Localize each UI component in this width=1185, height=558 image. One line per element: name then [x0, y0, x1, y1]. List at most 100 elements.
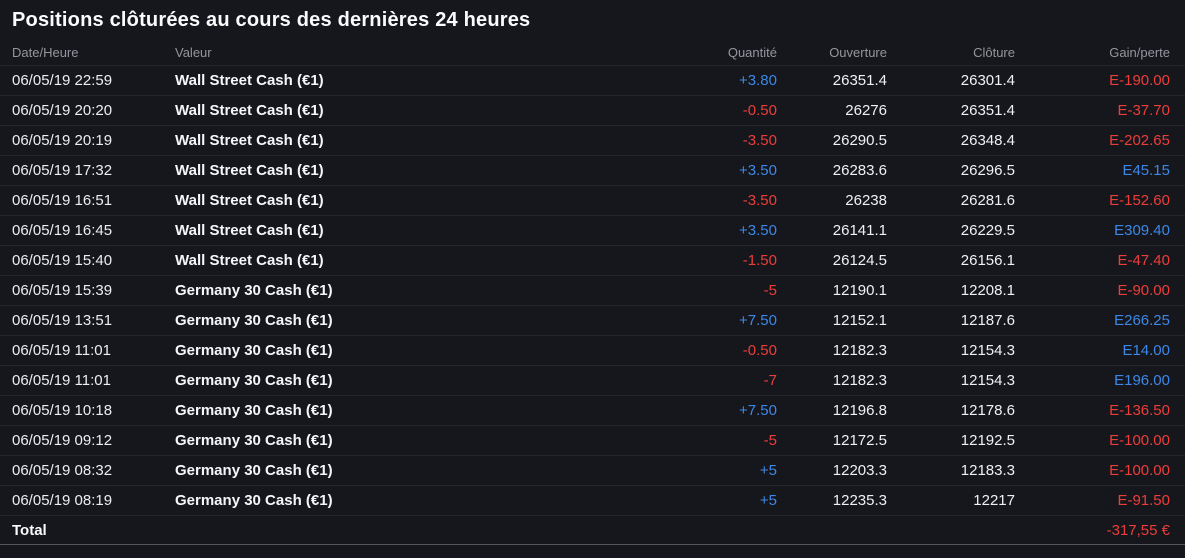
- row-instrument: Germany 30 Cash (€1): [175, 312, 333, 329]
- row-quantity: +7.50: [739, 402, 777, 419]
- total-label: Total: [12, 521, 47, 539]
- row-open-price: 26124.5: [832, 252, 887, 269]
- total-value: -317,55 €: [1106, 521, 1170, 539]
- row-open-price: 12152.1: [832, 312, 887, 329]
- row-quantity: -5: [763, 432, 777, 449]
- row-instrument: Germany 30 Cash (€1): [175, 462, 333, 479]
- row-quantity: -0.50: [742, 102, 777, 119]
- row-gain-loss: E-100.00: [1109, 432, 1170, 449]
- table-row: 06/05/19 22:59 Wall Street Cash (€1) +3.…: [0, 66, 1185, 96]
- row-quantity: -1.50: [742, 252, 777, 269]
- row-quantity: +7.50: [739, 312, 777, 329]
- column-header-cloture: Clôture: [973, 45, 1015, 60]
- row-quantity: +5: [759, 492, 777, 509]
- row-instrument: Wall Street Cash (€1): [175, 132, 324, 149]
- column-header-ouverture: Ouverture: [829, 45, 887, 60]
- row-datetime: 06/05/19 16:45: [12, 222, 113, 239]
- row-instrument: Wall Street Cash (€1): [175, 252, 324, 269]
- row-datetime: 06/05/19 20:19: [12, 132, 113, 149]
- row-instrument: Wall Street Cash (€1): [175, 72, 324, 89]
- row-close-price: 26348.4: [960, 132, 1015, 149]
- row-quantity: +3.80: [739, 72, 777, 89]
- table-row: 06/05/19 11:01 Germany 30 Cash (€1) -0.5…: [0, 336, 1185, 366]
- row-gain-loss: E266.25: [1114, 312, 1170, 329]
- row-gain-loss: E-152.60: [1109, 192, 1170, 209]
- row-close-price: 12154.3: [960, 342, 1015, 359]
- column-header-quantite: Quantité: [727, 45, 777, 60]
- table-row: 06/05/19 20:20 Wall Street Cash (€1) -0.…: [0, 96, 1185, 126]
- table-row: 06/05/19 09:12 Germany 30 Cash (€1) -5 1…: [0, 426, 1185, 456]
- row-datetime: 06/05/19 08:19: [12, 492, 113, 509]
- row-datetime: 06/05/19 08:32: [12, 462, 113, 479]
- table-row: 06/05/19 16:51 Wall Street Cash (€1) -3.…: [0, 186, 1185, 216]
- row-close-price: 26156.1: [960, 252, 1015, 269]
- table-row: 06/05/19 10:18 Germany 30 Cash (€1) +7.5…: [0, 396, 1185, 426]
- page-title: Positions clôturées au cours des dernièr…: [12, 9, 531, 31]
- row-quantity: -3.50: [742, 192, 777, 209]
- row-datetime: 06/05/19 09:12: [12, 432, 113, 449]
- row-instrument: Wall Street Cash (€1): [175, 222, 324, 239]
- row-instrument: Wall Street Cash (€1): [175, 162, 324, 179]
- row-datetime: 06/05/19 15:40: [12, 252, 113, 269]
- total-row: Total -317,55 €: [0, 516, 1185, 545]
- table-body: 06/05/19 22:59 Wall Street Cash (€1) +3.…: [0, 66, 1185, 516]
- row-open-price: 12196.8: [832, 402, 887, 419]
- row-datetime: 06/05/19 22:59: [12, 72, 113, 89]
- row-open-price: 26238: [845, 192, 887, 209]
- table-row: 06/05/19 15:39 Germany 30 Cash (€1) -5 1…: [0, 276, 1185, 306]
- row-gain-loss: E-47.40: [1117, 252, 1170, 269]
- row-instrument: Germany 30 Cash (€1): [175, 432, 333, 449]
- row-quantity: -5: [763, 282, 777, 299]
- row-gain-loss: E-90.00: [1117, 282, 1170, 299]
- row-instrument: Germany 30 Cash (€1): [175, 492, 333, 509]
- row-open-price: 12203.3: [832, 462, 887, 479]
- row-datetime: 06/05/19 17:32: [12, 162, 113, 179]
- row-instrument: Germany 30 Cash (€1): [175, 282, 333, 299]
- row-close-price: 12183.3: [960, 462, 1015, 479]
- row-gain-loss: E196.00: [1114, 372, 1170, 389]
- row-close-price: 12208.1: [960, 282, 1015, 299]
- row-open-price: 26290.5: [832, 132, 887, 149]
- column-header-gain-perte: Gain/perte: [1109, 45, 1170, 60]
- row-gain-loss: E45.15: [1122, 162, 1170, 179]
- row-open-price: 26351.4: [832, 72, 887, 89]
- table-row: 06/05/19 17:32 Wall Street Cash (€1) +3.…: [0, 156, 1185, 186]
- row-gain-loss: E-136.50: [1109, 402, 1170, 419]
- column-header-valeur: Valeur: [175, 45, 212, 60]
- row-close-price: 12178.6: [960, 402, 1015, 419]
- row-quantity: +3.50: [739, 162, 777, 179]
- row-quantity: -7: [763, 372, 777, 389]
- row-gain-loss: E-100.00: [1109, 462, 1170, 479]
- row-datetime: 06/05/19 10:18: [12, 402, 113, 419]
- row-close-price: 12217: [973, 492, 1015, 509]
- row-open-price: 26141.1: [832, 222, 887, 239]
- row-gain-loss: E-202.65: [1109, 132, 1170, 149]
- row-quantity: -0.50: [742, 342, 777, 359]
- row-gain-loss: E-190.00: [1109, 72, 1170, 89]
- row-close-price: 12187.6: [960, 312, 1015, 329]
- row-gain-loss: E-37.70: [1117, 102, 1170, 119]
- row-open-price: 12235.3: [832, 492, 887, 509]
- table-row: 06/05/19 11:01 Germany 30 Cash (€1) -7 1…: [0, 366, 1185, 396]
- table-row: 06/05/19 15:40 Wall Street Cash (€1) -1.…: [0, 246, 1185, 276]
- row-instrument: Germany 30 Cash (€1): [175, 402, 333, 419]
- table-row: 06/05/19 20:19 Wall Street Cash (€1) -3.…: [0, 126, 1185, 156]
- row-close-price: 26229.5: [960, 222, 1015, 239]
- row-datetime: 06/05/19 15:39: [12, 282, 113, 299]
- row-instrument: Germany 30 Cash (€1): [175, 342, 333, 359]
- row-datetime: 06/05/19 11:01: [12, 372, 111, 389]
- row-close-price: 12192.5: [960, 432, 1015, 449]
- table-row: 06/05/19 08:32 Germany 30 Cash (€1) +5 1…: [0, 456, 1185, 486]
- row-quantity: +5: [759, 462, 777, 479]
- row-open-price: 26283.6: [832, 162, 887, 179]
- table-row: 06/05/19 13:51 Germany 30 Cash (€1) +7.5…: [0, 306, 1185, 336]
- row-open-price: 12182.3: [832, 372, 887, 389]
- row-datetime: 06/05/19 13:51: [12, 312, 113, 329]
- row-instrument: Wall Street Cash (€1): [175, 192, 324, 209]
- row-datetime: 06/05/19 16:51: [12, 192, 113, 209]
- row-instrument: Wall Street Cash (€1): [175, 102, 324, 119]
- row-open-price: 12182.3: [832, 342, 887, 359]
- row-instrument: Germany 30 Cash (€1): [175, 372, 333, 389]
- row-datetime: 06/05/19 11:01: [12, 342, 111, 359]
- table-row: 06/05/19 16:45 Wall Street Cash (€1) +3.…: [0, 216, 1185, 246]
